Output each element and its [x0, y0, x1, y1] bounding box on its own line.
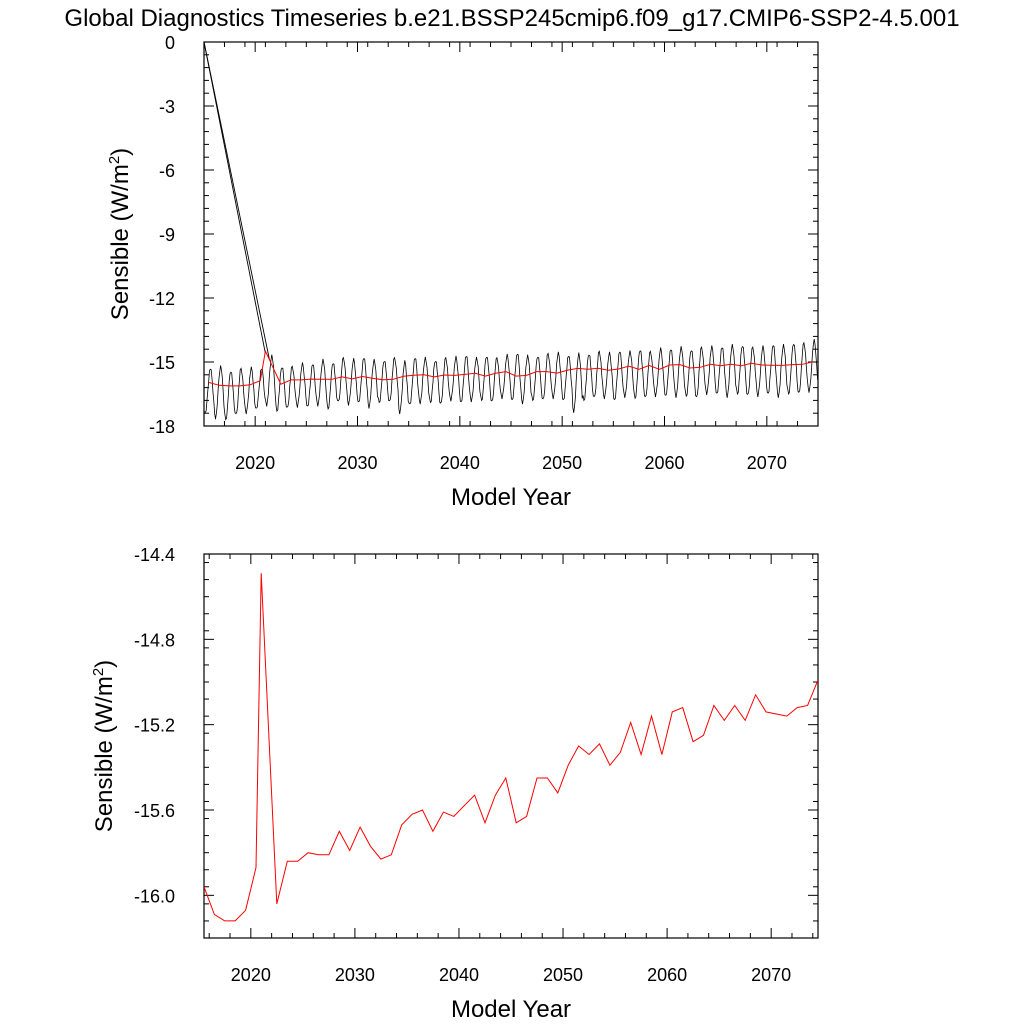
x-tick-label: 2040 [439, 965, 479, 985]
y-axis-title: Sensible (W/m2) [106, 148, 134, 320]
x-tick-label: 2060 [647, 965, 687, 985]
plot-data [204, 42, 818, 421]
y-tick-label: -18 [149, 417, 175, 437]
plot-data [204, 573, 818, 922]
y-tick-label: -14.8 [134, 630, 175, 650]
y-axis-title-superscript: 2 [90, 668, 107, 676]
annual-series-line [208, 349, 814, 387]
x-tick-label: 2020 [231, 965, 271, 985]
x-axis-title: Model Year [451, 484, 571, 511]
x-tick-label: 2050 [542, 453, 582, 473]
y-axis-title-superscript: 2 [106, 156, 123, 164]
y-axis-title-tail: ) [107, 148, 134, 156]
x-tick-label: 2060 [644, 453, 684, 473]
x-tick-label: 2070 [751, 965, 791, 985]
y-tick-label: -15.2 [134, 716, 175, 736]
y-tick-label: -15 [149, 353, 175, 373]
x-tick-label: 2020 [235, 453, 275, 473]
y-axis-title-tail: ) [91, 660, 118, 668]
x-tick-label: 2030 [337, 453, 377, 473]
y-tick-label: -16.0 [134, 886, 175, 906]
y-tick-label: -14.4 [134, 545, 175, 565]
chart-title: Global Diagnostics Timeseries b.e21.BSSP… [64, 5, 959, 32]
y-axis-title: Sensible (W/m2) [90, 660, 118, 832]
plot-frame [203, 41, 819, 427]
y-axis-title-main: Sensible (W/m [91, 676, 118, 832]
spinup-line [204, 42, 266, 354]
x-tick-label: 2070 [747, 453, 787, 473]
x-axis-title: Model Year [451, 996, 571, 1023]
top-panel: 2020 2030 2040 2050 2060 2070 0 -3 -6 -9 -12 -15 -18… [106, 33, 819, 511]
y-axis-title-main: Sensible (W/m [107, 164, 134, 320]
y-tick-label: -15.6 [134, 801, 175, 821]
y-tick-label: -6 [159, 161, 175, 181]
y-tick-label: -9 [159, 225, 175, 245]
x-tick-label: 2030 [335, 965, 375, 985]
y-tick-label: -3 [159, 97, 175, 117]
y-tick-label: -12 [149, 289, 175, 309]
plot-frame [203, 553, 819, 939]
bottom-panel: 2020 2030 2040 2050 2060 2070 -14.4 -14.8 -15.2 -… [90, 545, 819, 1023]
monthly-series-line [204, 338, 818, 421]
y-tick-label: 0 [165, 33, 175, 53]
x-tick-label: 2050 [543, 965, 583, 985]
spinup-line [204, 42, 270, 360]
x-tick-label: 2040 [440, 453, 480, 473]
annual-series-line [204, 573, 818, 922]
